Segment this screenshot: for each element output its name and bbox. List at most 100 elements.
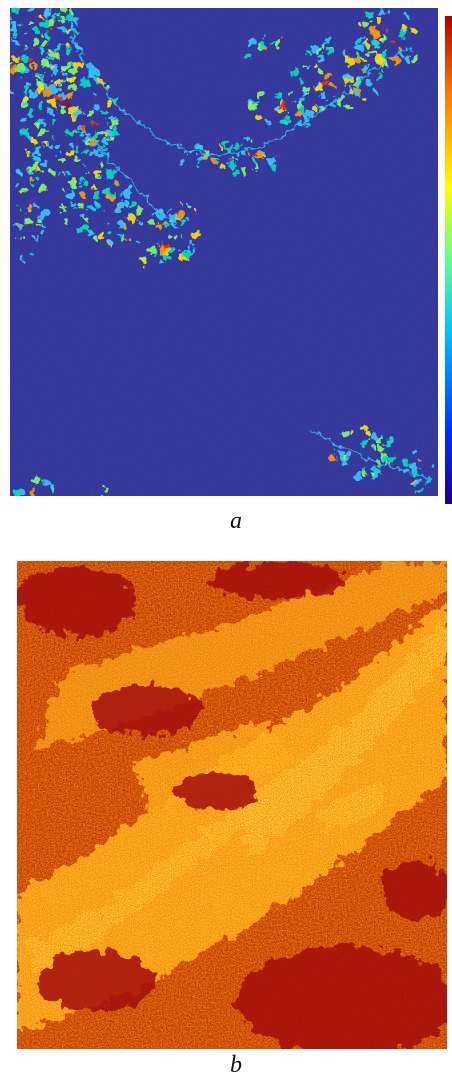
hotspot-dot bbox=[123, 190, 132, 199]
hotspot-dot bbox=[38, 46, 45, 53]
hotspot-dot bbox=[364, 44, 371, 51]
hotspot-dot bbox=[106, 170, 114, 177]
hotspot-dot bbox=[65, 128, 73, 136]
hotspot-dot bbox=[48, 144, 53, 149]
hotspot-dot bbox=[353, 90, 358, 95]
hotspot-dot bbox=[118, 185, 122, 188]
hotspot-dot bbox=[42, 60, 50, 68]
hotspot-dot bbox=[100, 233, 107, 240]
hotspot-dot bbox=[47, 27, 52, 31]
hotspot-dot bbox=[82, 149, 89, 156]
hotspot-dot bbox=[70, 196, 73, 198]
hotspot-dot bbox=[100, 163, 107, 170]
hotspot-dot bbox=[288, 102, 291, 105]
hotspot-dot bbox=[21, 55, 28, 62]
hotspot-dot bbox=[25, 217, 32, 225]
hotspot-dot bbox=[148, 247, 155, 253]
hotspot-dot bbox=[78, 112, 81, 116]
hotspot-dot bbox=[305, 49, 311, 56]
hotspot-dot bbox=[385, 8, 390, 13]
hotspot-dot bbox=[222, 140, 228, 147]
hotspot-dot bbox=[129, 201, 135, 206]
hotspot-dot bbox=[85, 170, 88, 174]
hotspot-dot bbox=[363, 21, 370, 29]
hotspot-dot bbox=[116, 204, 120, 208]
hotspot-dot bbox=[52, 93, 61, 102]
hotspot-dot bbox=[359, 37, 362, 40]
hotspot-dot bbox=[297, 106, 304, 113]
hotspot-dot bbox=[186, 203, 191, 207]
hotspot-dot bbox=[38, 230, 44, 236]
hotspot-dot bbox=[71, 128, 75, 132]
hotspot-dot bbox=[372, 40, 379, 47]
hotspot-dot bbox=[156, 224, 161, 230]
hotspot-dot bbox=[343, 50, 350, 56]
hotspot-dot bbox=[66, 170, 71, 175]
hotspot-dot bbox=[37, 76, 41, 80]
hotspot-dot bbox=[264, 120, 270, 126]
hotspot-dot bbox=[96, 204, 101, 210]
hotspot-dot bbox=[365, 12, 373, 19]
hotspot-dot bbox=[235, 165, 238, 168]
hotspot-dot bbox=[196, 162, 199, 165]
hotspot-dot bbox=[106, 223, 110, 227]
hotspot-dot bbox=[42, 163, 47, 168]
hotspot-dot bbox=[128, 212, 133, 216]
hotspot-dot bbox=[419, 457, 422, 460]
hotspot-dot bbox=[59, 80, 65, 85]
hotspot-dot bbox=[29, 164, 37, 171]
hotspot-dot bbox=[419, 466, 422, 469]
hotspot-dot bbox=[70, 199, 77, 205]
hotspot-dot bbox=[391, 56, 400, 64]
hotspot-dot bbox=[83, 217, 90, 223]
hotspot-dot bbox=[27, 150, 30, 153]
hotspot-dot bbox=[373, 466, 381, 474]
hotspot-dot bbox=[63, 43, 69, 49]
hotspot-dot bbox=[58, 14, 67, 22]
hotspot-dot bbox=[40, 209, 49, 218]
hotspot-dot bbox=[48, 57, 52, 61]
hotspot-dot bbox=[42, 41, 50, 49]
hotspot-dot bbox=[332, 448, 337, 452]
hotspot-dot bbox=[138, 219, 141, 222]
hotspot-dot bbox=[26, 134, 33, 141]
hotspot-dot bbox=[106, 239, 114, 246]
hotspot-dot bbox=[40, 141, 48, 149]
hotspot-dot bbox=[404, 13, 409, 18]
hotspot-dot bbox=[48, 50, 56, 58]
hotspot-dot bbox=[10, 65, 19, 74]
hotspot-dot bbox=[192, 244, 196, 248]
hotspot-dot bbox=[244, 52, 252, 59]
hotspot-dot bbox=[10, 88, 13, 96]
hotspot-dot bbox=[300, 105, 303, 108]
hotspot-dot bbox=[244, 138, 249, 142]
hotspot-dot bbox=[10, 32, 18, 40]
hotspot-dot bbox=[298, 96, 306, 104]
hotspot-dot bbox=[299, 79, 306, 86]
hotspot-dot bbox=[380, 37, 384, 41]
hotspot-dot bbox=[388, 456, 395, 464]
hotspot-dot bbox=[16, 63, 25, 71]
hotspot-dot bbox=[68, 144, 73, 149]
hotspot-dot bbox=[19, 70, 22, 73]
hotspot-dot bbox=[232, 143, 238, 150]
heatmap-a bbox=[10, 8, 438, 496]
hotspot-dot bbox=[83, 163, 86, 167]
hotspot-dot bbox=[70, 24, 74, 28]
hotspot-dot bbox=[227, 161, 235, 169]
hotspot-dot bbox=[65, 47, 71, 53]
hotspot-dot bbox=[64, 74, 71, 81]
hotspot-dot bbox=[152, 251, 156, 256]
hotspot-dot bbox=[116, 234, 121, 239]
hotspot-dot bbox=[10, 12, 12, 17]
hotspot-dot bbox=[179, 218, 185, 224]
hotspot-dot bbox=[38, 216, 44, 223]
hotspot-dot bbox=[59, 84, 62, 87]
panel-b bbox=[17, 561, 447, 1049]
hotspot-dot bbox=[10, 24, 18, 33]
hotspot-dot bbox=[181, 234, 185, 238]
hotspot-dot bbox=[379, 8, 383, 13]
hotspot-dot bbox=[28, 110, 35, 117]
hotspot-dot bbox=[50, 8, 54, 11]
hotspot-dot bbox=[396, 46, 403, 53]
